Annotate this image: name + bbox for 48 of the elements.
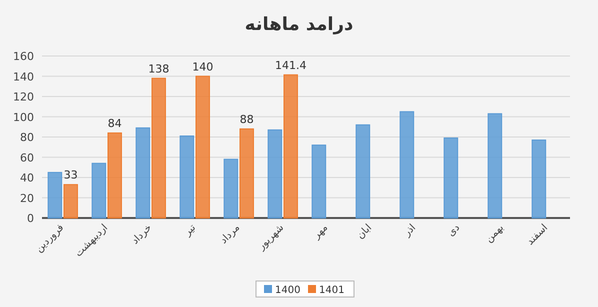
chart-title: درامد ماهانه [244, 14, 354, 35]
y-tick-label: 0 [27, 212, 34, 225]
y-tick-label: 140 [13, 70, 34, 84]
x-tick-label: اسفند [525, 222, 550, 248]
x-tick-label: اذر [401, 222, 418, 240]
legend-label: 1400 [275, 285, 300, 296]
y-tick-label: 60 [20, 151, 34, 164]
bar [136, 127, 150, 218]
bar [532, 140, 546, 218]
bar [284, 74, 298, 218]
data-label: 33 [64, 168, 78, 182]
y-tick-label: 120 [13, 90, 34, 104]
legend-label: 1401 [319, 285, 344, 296]
x-tick-label: ابان [355, 222, 374, 242]
x-tick-label: خرداد [130, 222, 154, 247]
x-tick-label: فروردین [34, 222, 66, 255]
y-tick-label: 80 [20, 131, 34, 144]
bar [240, 128, 254, 218]
bar [268, 129, 282, 218]
bar [180, 135, 194, 218]
x-tick-label: تیر [182, 222, 198, 239]
bar [152, 78, 166, 218]
x-tick-label: مهر [310, 222, 330, 242]
x-tick-label: بهمن [484, 222, 506, 245]
bar [92, 162, 106, 218]
data-label: 84 [108, 116, 122, 130]
x-tick-label: مرداد [218, 222, 242, 246]
y-tick-label: 160 [13, 50, 34, 63]
bar [108, 132, 122, 218]
data-label: 140 [192, 60, 214, 74]
x-tick-label: دی [446, 222, 462, 239]
bar [64, 184, 78, 218]
y-tick-label: 20 [20, 192, 34, 205]
x-tick-label: اردیبهشت [73, 222, 110, 260]
bar [312, 144, 326, 218]
bar [444, 138, 458, 218]
bar [488, 113, 502, 218]
data-label: 88 [240, 112, 254, 126]
data-label: 138 [148, 62, 170, 76]
bar [400, 111, 414, 218]
bar [196, 76, 210, 218]
y-tick-label: 40 [20, 172, 34, 184]
y-tick-label: 100 [13, 110, 34, 124]
bar [224, 158, 238, 218]
x-tick-label: شهریور [256, 222, 286, 253]
bar [356, 124, 370, 218]
bar [48, 172, 62, 218]
data-label: 141.4 [274, 58, 306, 72]
